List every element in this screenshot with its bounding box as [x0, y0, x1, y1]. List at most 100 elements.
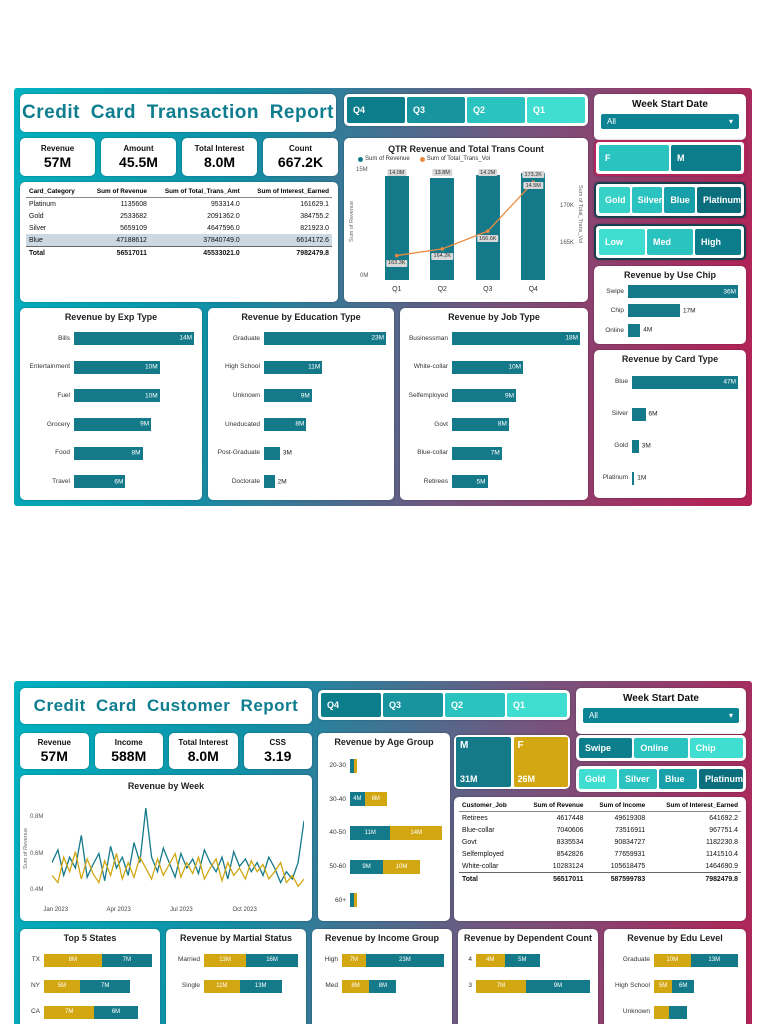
bar[interactable]	[264, 446, 280, 460]
stacked-bar[interactable]: 4M 6M	[350, 792, 387, 807]
bar-segment-f[interactable]	[353, 893, 358, 908]
bar-segment-f[interactable]: 7M	[44, 1005, 95, 1019]
bar[interactable]	[632, 471, 635, 485]
bar[interactable]	[632, 407, 646, 421]
bar[interactable]: 18M	[452, 331, 580, 345]
filter-button-silver[interactable]: Silver	[619, 769, 657, 789]
bar[interactable]: 7M	[452, 446, 502, 460]
table-row[interactable]: Blue-collar 7040606 73516911 967751.4	[462, 826, 738, 834]
stacked-bar[interactable]: 9M 10M	[350, 859, 420, 874]
bar-segment-f[interactable]	[654, 1005, 669, 1019]
table-row[interactable]: Platinum 1135608 953314.0 161629.1	[29, 200, 329, 208]
bar-segment-m[interactable]	[668, 1005, 687, 1019]
filter-button-swipe[interactable]: Swipe	[579, 738, 633, 758]
table-row[interactable]: Silver 5659109 4647596.0 821923.0	[29, 224, 329, 232]
bar[interactable]: 10M	[74, 389, 160, 403]
bar[interactable]	[628, 323, 641, 337]
bar[interactable]: 14M	[74, 331, 194, 345]
bar[interactable]	[632, 439, 639, 453]
stacked-bar[interactable]: 7M 9M	[476, 979, 590, 993]
bar-segment-f[interactable]: 7M	[476, 979, 526, 993]
bar-segment-m[interactable]: 4M	[350, 792, 365, 807]
filter-button-gold[interactable]: Gold	[599, 187, 630, 213]
bar[interactable]: 10M	[452, 360, 524, 374]
bar-segment-m[interactable]: 23M	[365, 953, 444, 967]
filter-button-q2[interactable]: Q2	[467, 97, 525, 123]
bar-segment-f[interactable]: 14M	[390, 825, 442, 840]
bar-segment-f[interactable]: 5M	[44, 979, 80, 993]
stacked-bar[interactable]: 11M 13M	[204, 979, 282, 993]
stacked-bar[interactable]: 5M 7M	[44, 979, 131, 993]
bar-segment-f[interactable]: 4M	[476, 953, 505, 967]
bar-segment-f[interactable]: 10M	[654, 953, 691, 967]
bar[interactable]: 36M	[628, 285, 738, 299]
stacked-bar[interactable]	[350, 893, 358, 908]
filter-button-q3[interactable]: Q3	[383, 693, 443, 717]
bar-segment-m[interactable]: 6M	[94, 1005, 138, 1019]
gender-tile-m[interactable]: M 31M	[456, 737, 511, 787]
bar-segment-f[interactable]: 13M	[204, 953, 247, 967]
bar[interactable]: 9M	[74, 417, 152, 431]
bar[interactable]: 9M	[264, 389, 312, 403]
stacked-bar[interactable]: 10M 13M	[654, 953, 738, 967]
bar-segment-m[interactable]: 5M	[504, 953, 541, 967]
stacked-bar[interactable]	[654, 1005, 687, 1019]
stacked-bar[interactable]: 13M 16M	[204, 953, 298, 967]
stacked-bar[interactable]: 4M 5M	[476, 953, 541, 967]
filter-button-gold[interactable]: Gold	[579, 769, 617, 789]
bar-segment-f[interactable]: 8M	[44, 953, 102, 967]
filter-button-blue[interactable]: Blue	[659, 769, 697, 789]
stacked-bar[interactable]: 7M 6M	[44, 1005, 138, 1019]
table-row[interactable]: Govt 8335534 90834727 1182230.8	[462, 838, 738, 846]
filter-button-q1[interactable]: Q1	[507, 693, 567, 717]
bar-segment-f[interactable]: 5M	[654, 979, 673, 993]
filter-button-med[interactable]: Med	[647, 229, 693, 255]
bar[interactable]: 11M	[264, 360, 323, 374]
bar-segment-m[interactable]: 13M	[690, 953, 738, 967]
stacked-bar[interactable]: 11M 14M	[350, 825, 442, 840]
table-row[interactable]: Blue 47188612 37840749.0 6614172.6	[26, 234, 332, 247]
stacked-bar[interactable]: 8M 7M	[44, 953, 152, 967]
stacked-bar[interactable]	[350, 758, 358, 773]
bar-segment-f[interactable]	[353, 758, 358, 773]
bar[interactable]: 9M	[452, 389, 516, 403]
bar-segment-m[interactable]: 7M	[101, 953, 152, 967]
filter-button-f[interactable]: F	[599, 145, 669, 171]
bar-segment-m[interactable]: 9M	[350, 859, 384, 874]
filter-button-q3[interactable]: Q3	[407, 97, 465, 123]
bar[interactable]	[264, 475, 275, 489]
filter-button-platinum[interactable]: Platinum	[699, 769, 744, 789]
filter-button-silver[interactable]: Silver	[631, 187, 663, 213]
bar-segment-m[interactable]: 6M	[672, 979, 695, 993]
revenue-bar[interactable]	[475, 174, 500, 280]
table-row[interactable]: Gold 2533682 2091362.0 384755.2	[29, 212, 329, 220]
bar[interactable]: 5M	[452, 475, 488, 489]
gender-tile-f[interactable]: F 26M	[513, 737, 568, 787]
bar[interactable]: 47M	[632, 375, 738, 389]
bar[interactable]: 8M	[74, 446, 143, 460]
bar[interactable]: 10M	[74, 360, 160, 374]
bar[interactable]	[628, 304, 680, 318]
filter-button-q4[interactable]: Q4	[321, 693, 381, 717]
bar-segment-m[interactable]	[350, 758, 354, 773]
bar-segment-m[interactable]: 13M	[239, 979, 282, 993]
filter-button-q1[interactable]: Q1	[527, 97, 585, 123]
bar-segment-f[interactable]: 7M	[342, 953, 366, 967]
bar[interactable]: 6M	[74, 475, 126, 489]
filter-button-online[interactable]: Online	[634, 738, 688, 758]
bar-segment-f[interactable]: 8M	[342, 979, 370, 993]
filter-button-high[interactable]: High	[695, 229, 741, 255]
bar[interactable]: 8M	[452, 417, 509, 431]
week-start-date-dropdown[interactable]: All ▾	[601, 114, 739, 129]
filter-button-m[interactable]: M	[671, 145, 741, 171]
stacked-bar[interactable]: 7M 23M	[342, 953, 444, 967]
bar-segment-f[interactable]: 6M	[364, 792, 387, 807]
bar-segment-m[interactable]	[350, 893, 354, 908]
filter-button-low[interactable]: Low	[599, 229, 645, 255]
revenue-bar[interactable]	[430, 177, 455, 280]
week-start-date-dropdown[interactable]: All ▾	[583, 708, 739, 723]
table-row[interactable]: Selfemployed 8542826 77659931 1141510.4	[462, 850, 738, 858]
table-row[interactable]: Retirees 4617448 49619308 641692.2	[462, 814, 738, 822]
filter-button-blue[interactable]: Blue	[664, 187, 695, 213]
filter-button-chip[interactable]: Chip	[689, 738, 743, 758]
